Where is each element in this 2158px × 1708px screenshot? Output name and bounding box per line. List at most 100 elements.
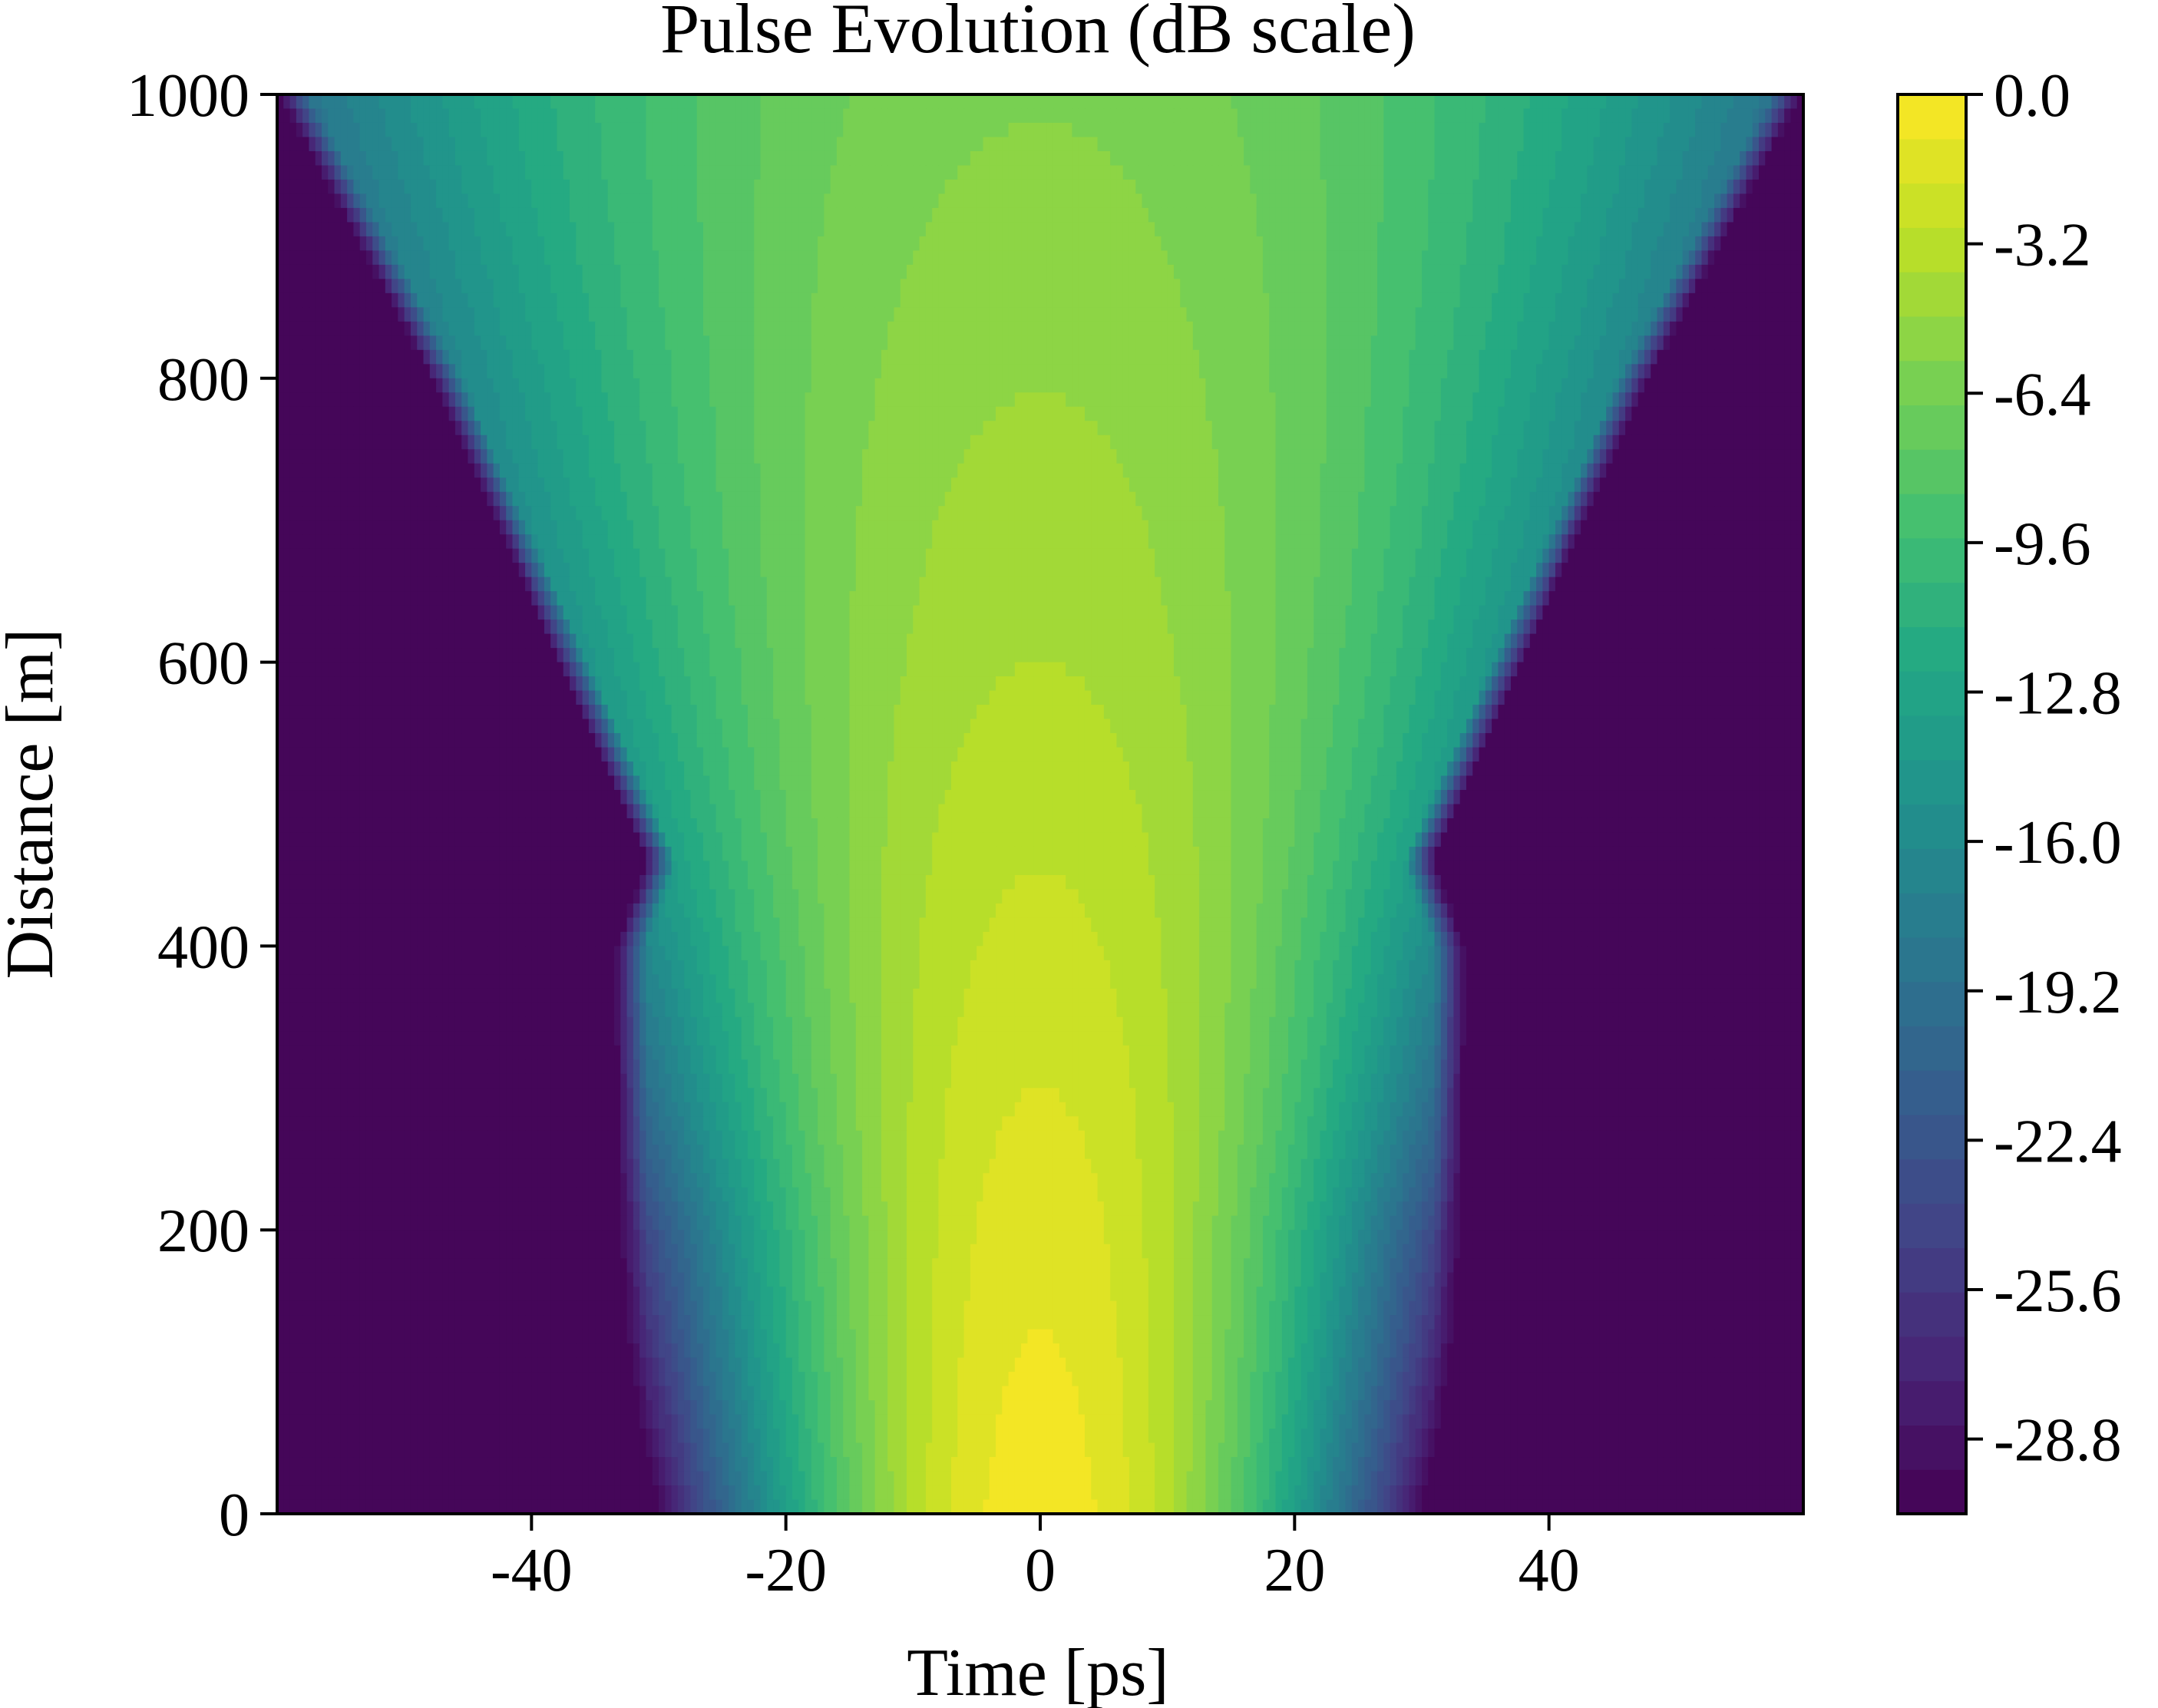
heatmap-cell: [1549, 137, 1556, 151]
heatmap-cell: [341, 378, 348, 393]
heatmap-cell: [983, 378, 990, 393]
heatmap-cell: [1116, 180, 1123, 194]
heatmap-cell: [1339, 378, 1346, 393]
heatmap-cell: [850, 208, 857, 223]
heatmap-cell: [1453, 322, 1460, 336]
heatmap-cell: [831, 250, 838, 265]
heatmap-cell: [1631, 265, 1638, 279]
heatmap-cell: [1689, 123, 1696, 137]
heatmap-cell: [1714, 137, 1721, 151]
heatmap-cell: [1034, 350, 1041, 365]
heatmap-cell: [1511, 335, 1518, 350]
heatmap-cell: [1390, 335, 1397, 350]
heatmap-cell: [1759, 193, 1766, 208]
heatmap-cell: [557, 222, 563, 236]
heatmap-cell: [1670, 265, 1677, 279]
heatmap-cell: [442, 350, 449, 365]
heatmap-cell: [646, 307, 653, 322]
heatmap-cell: [1307, 250, 1314, 265]
heatmap-cell: [818, 378, 825, 393]
heatmap-cell: [1046, 265, 1053, 279]
heatmap-cell: [862, 335, 869, 350]
heatmap-cell: [461, 378, 468, 393]
heatmap-cell: [1714, 222, 1721, 236]
heatmap-cell: [570, 94, 577, 109]
heatmap-cell: [1307, 378, 1314, 393]
heatmap-cell: [1689, 151, 1696, 166]
heatmap-cell: [1174, 350, 1181, 365]
heatmap-cell: [576, 137, 583, 151]
heatmap-cell: [1282, 236, 1289, 251]
heatmap-cell: [1104, 208, 1111, 223]
heatmap-cell: [1110, 236, 1117, 251]
heatmap-cell: [1422, 250, 1429, 265]
heatmap-cell: [945, 293, 952, 308]
heatmap-cell: [837, 165, 844, 180]
heatmap-cell: [341, 208, 348, 223]
heatmap-cell: [589, 293, 596, 308]
heatmap-cell: [1511, 222, 1518, 236]
heatmap-cell: [1205, 350, 1212, 365]
heatmap-cell: [773, 123, 780, 137]
heatmap-cell: [290, 180, 297, 194]
heatmap-cell: [767, 236, 774, 251]
heatmap-cell: [1790, 165, 1797, 180]
heatmap-cell: [703, 94, 710, 109]
heatmap-cell: [735, 94, 742, 109]
heatmap-cell: [697, 94, 704, 109]
heatmap-cell: [366, 250, 373, 265]
heatmap-cell: [392, 307, 398, 322]
heatmap-cell: [627, 250, 634, 265]
heatmap-cell: [372, 279, 379, 293]
heatmap-cell: [932, 208, 939, 223]
heatmap-cell: [436, 180, 443, 194]
heatmap-cell: [665, 193, 672, 208]
heatmap-cell: [1193, 265, 1200, 279]
heatmap-cell: [761, 265, 768, 279]
heatmap-cell: [1778, 151, 1785, 166]
heatmap-cell: [709, 193, 716, 208]
heatmap-cell: [1383, 236, 1390, 251]
heatmap-cell: [1479, 250, 1486, 265]
heatmap-cell: [570, 364, 577, 378]
heatmap-cell: [964, 180, 971, 194]
heatmap-cell: [862, 236, 869, 251]
heatmap-cell: [1422, 279, 1429, 293]
heatmap-cell: [798, 335, 805, 350]
heatmap-cell: [1492, 378, 1499, 393]
heatmap-cell: [328, 307, 335, 322]
heatmap-cell: [1447, 222, 1454, 236]
heatmap-cell: [1320, 137, 1327, 151]
heatmap-cell: [328, 236, 335, 251]
heatmap-cell: [792, 279, 799, 293]
heatmap-cell: [996, 193, 1003, 208]
heatmap-cell: [595, 293, 602, 308]
heatmap-cell: [824, 350, 831, 365]
heatmap-cell: [684, 151, 691, 166]
heatmap-cell: [868, 335, 875, 350]
heatmap-cell: [843, 378, 850, 393]
heatmap-cell: [748, 137, 755, 151]
heatmap-cell: [837, 350, 844, 365]
heatmap-cell: [1568, 208, 1575, 223]
heatmap-cell: [1403, 180, 1409, 194]
heatmap-cell: [703, 265, 710, 279]
heatmap-cell: [379, 208, 386, 223]
heatmap-cell: [716, 236, 723, 251]
heatmap-cell: [1492, 293, 1499, 308]
heatmap-cell: [1135, 279, 1142, 293]
heatmap-cell: [296, 236, 303, 251]
heatmap-cell: [1708, 265, 1715, 279]
heatmap-cell: [1549, 236, 1556, 251]
heatmap-cell: [302, 193, 309, 208]
heatmap-cell: [824, 265, 831, 279]
heatmap-cell: [1142, 208, 1149, 223]
heatmap-cell: [1269, 279, 1276, 293]
heatmap-cell: [1396, 350, 1403, 365]
heatmap-cell: [1784, 94, 1791, 109]
heatmap-cell: [1740, 350, 1747, 365]
heatmap-cell: [901, 123, 907, 137]
heatmap-cell: [1416, 364, 1423, 378]
heatmap-cell: [481, 350, 487, 365]
heatmap-cell: [1263, 151, 1270, 166]
